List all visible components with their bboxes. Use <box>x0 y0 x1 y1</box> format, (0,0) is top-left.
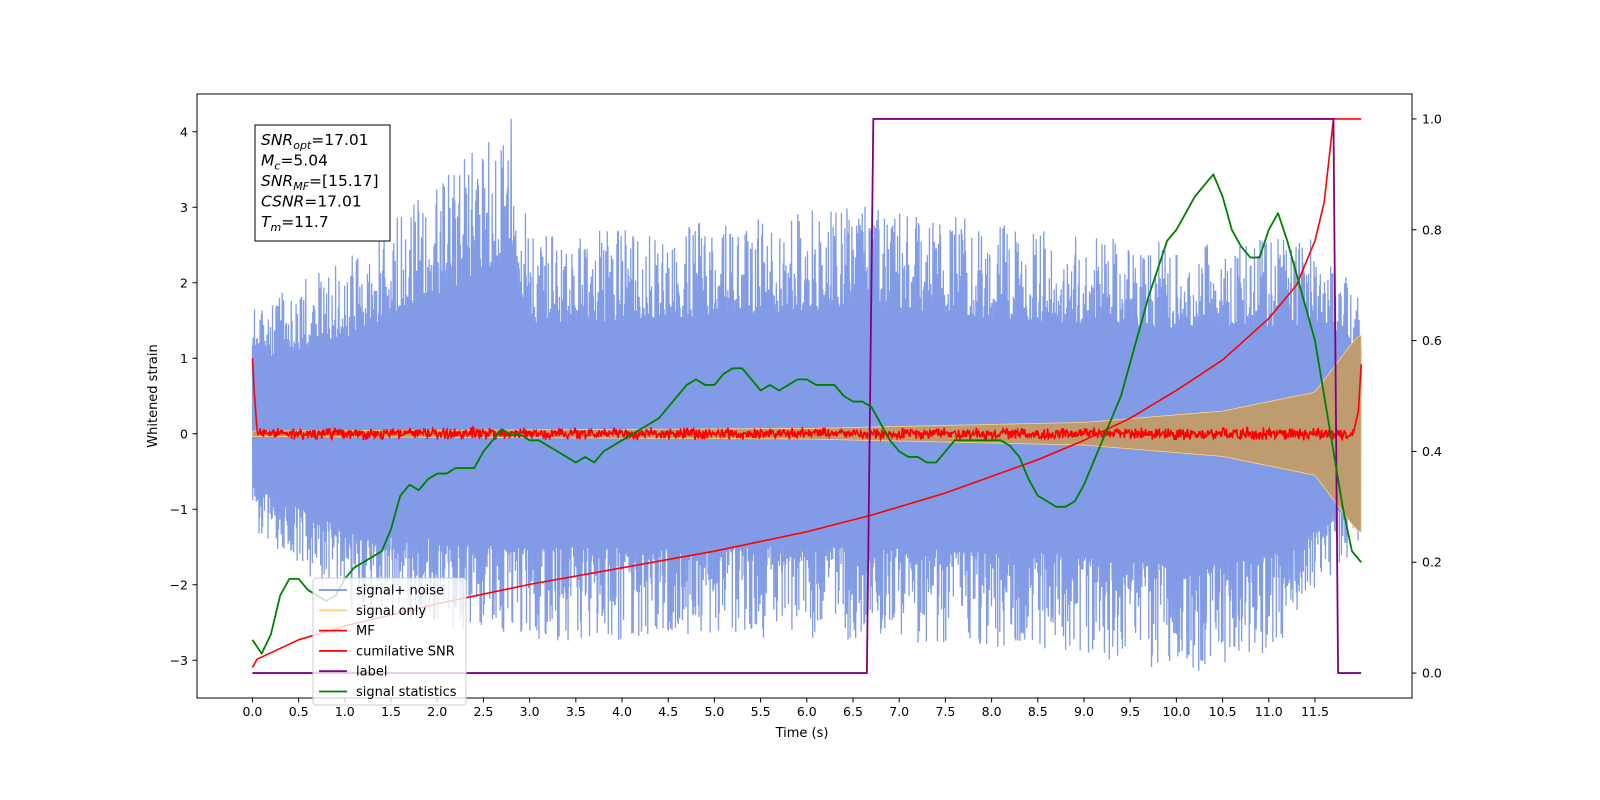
x-tick-label: 1.0 <box>335 704 355 719</box>
annotation-value: =5.04 <box>280 152 328 170</box>
annotation-subscript: m <box>270 221 281 234</box>
x-tick-label: 9.0 <box>1074 704 1094 719</box>
x-tick-label: 3.5 <box>566 704 586 719</box>
y2-tick-label: 0.0 <box>1422 666 1442 681</box>
annotation-line: Tm=11.7 <box>261 213 329 234</box>
annotation-symbol: M <box>261 152 274 170</box>
annotation-line: SNRMF=[15.17] <box>261 172 379 193</box>
y2-tick-label: 0.4 <box>1422 444 1442 459</box>
annotation-symbol: SNR <box>261 172 293 190</box>
y-axis: −3 −2 −1 0 1 2 3 4 <box>170 124 197 668</box>
y2-tick-label: 1.0 <box>1422 111 1442 126</box>
annotation-subscript: c <box>274 160 280 173</box>
y-tick-label: −2 <box>170 577 188 592</box>
y-axis-label: Whitened strain <box>146 344 161 447</box>
legend-label: signal only <box>356 604 426 619</box>
annotation-subscript: MF <box>293 180 309 193</box>
y-tick-label: 4 <box>180 124 188 139</box>
series-label <box>252 118 1362 674</box>
annotation-line: SNRopt=17.01 <box>261 131 369 152</box>
legend-frame <box>312 577 467 706</box>
legend-label: signal+ noise <box>356 584 444 599</box>
y-tick-label: −1 <box>170 502 188 517</box>
legend: signal+ noise signal only MF cumilative SNR… <box>312 577 467 706</box>
x-axis: 0.0 0.5 1.0 1.5 2.0 2.5 3.0 3.5 4.0 4.5 5.0 5.5 6.0 6… <box>242 698 1329 719</box>
annotation-symbol: CSNR <box>261 193 304 211</box>
x-tick-label: 10.5 <box>1209 704 1237 719</box>
x-tick-label: 2.5 <box>473 704 493 719</box>
x-tick-label: 7.0 <box>889 704 909 719</box>
y2-tick-label: 0.2 <box>1422 555 1442 570</box>
x-tick-label: 11.0 <box>1255 704 1283 719</box>
x-tick-label: 8.0 <box>982 704 1002 719</box>
y-tick-label: 1 <box>180 351 188 366</box>
x-tick-label: 6.0 <box>797 704 817 719</box>
annotation-value: =11.7 <box>281 213 329 231</box>
x-tick-label: 8.5 <box>1028 704 1048 719</box>
y-tick-label: 0 <box>180 426 188 441</box>
x-tick-label: 1.5 <box>381 704 401 719</box>
x-tick-label: 0.5 <box>289 704 309 719</box>
x-tick-label: 6.5 <box>843 704 863 719</box>
x-tick-label: 5.0 <box>704 704 724 719</box>
x-tick-label: 7.5 <box>935 704 955 719</box>
y-tick-label: 2 <box>180 275 188 290</box>
annotation-value: =[15.17] <box>309 172 378 190</box>
x-axis-label: Time (s) <box>775 726 829 741</box>
x-tick-label: 5.5 <box>751 704 771 719</box>
series-mf <box>251 358 1362 442</box>
y2-tick-label: 0.8 <box>1422 222 1442 237</box>
x-tick-label: 11.5 <box>1301 704 1329 719</box>
legend-label: signal statistics <box>356 685 457 700</box>
annotation-frame <box>254 124 391 242</box>
annotation-line: Mc=5.04 <box>261 152 328 173</box>
annotation-subscript: opt <box>293 139 312 152</box>
annotation-box: SNRopt=17.01Mc=5.04SNRMF=[15.17]CSNR=17.… <box>254 124 391 242</box>
y-tick-label: −3 <box>170 653 188 668</box>
x-tick-label: 4.0 <box>612 704 632 719</box>
annotation-line: CSNR=17.01 <box>261 193 362 211</box>
legend-label: cumilative SNR <box>356 644 455 659</box>
y-tick-label: 3 <box>180 200 188 215</box>
legend-label: label <box>356 665 387 680</box>
x-tick-label: 3.0 <box>520 704 540 719</box>
annotation-symbol: SNR <box>261 131 293 149</box>
x-tick-label: 10.0 <box>1162 704 1190 719</box>
annotation-symbol: T <box>261 213 272 231</box>
x-tick-label: 0.0 <box>242 704 262 719</box>
x-tick-label: 4.5 <box>658 704 678 719</box>
x-tick-label: 9.5 <box>1120 704 1140 719</box>
series-layer <box>251 118 1362 674</box>
y2-axis: 0.0 0.2 0.4 0.6 0.8 1.0 <box>1412 111 1442 681</box>
x-tick-label: 2.0 <box>427 704 447 719</box>
plot-frame <box>196 93 1413 699</box>
series-signal-statistics <box>251 173 1362 655</box>
y2-tick-label: 0.6 <box>1422 333 1442 348</box>
legend-label: MF <box>356 624 375 639</box>
annotation-value: =17.01 <box>304 193 361 211</box>
annotation-value: =17.01 <box>311 131 368 149</box>
series-signal-noise <box>251 118 1362 671</box>
